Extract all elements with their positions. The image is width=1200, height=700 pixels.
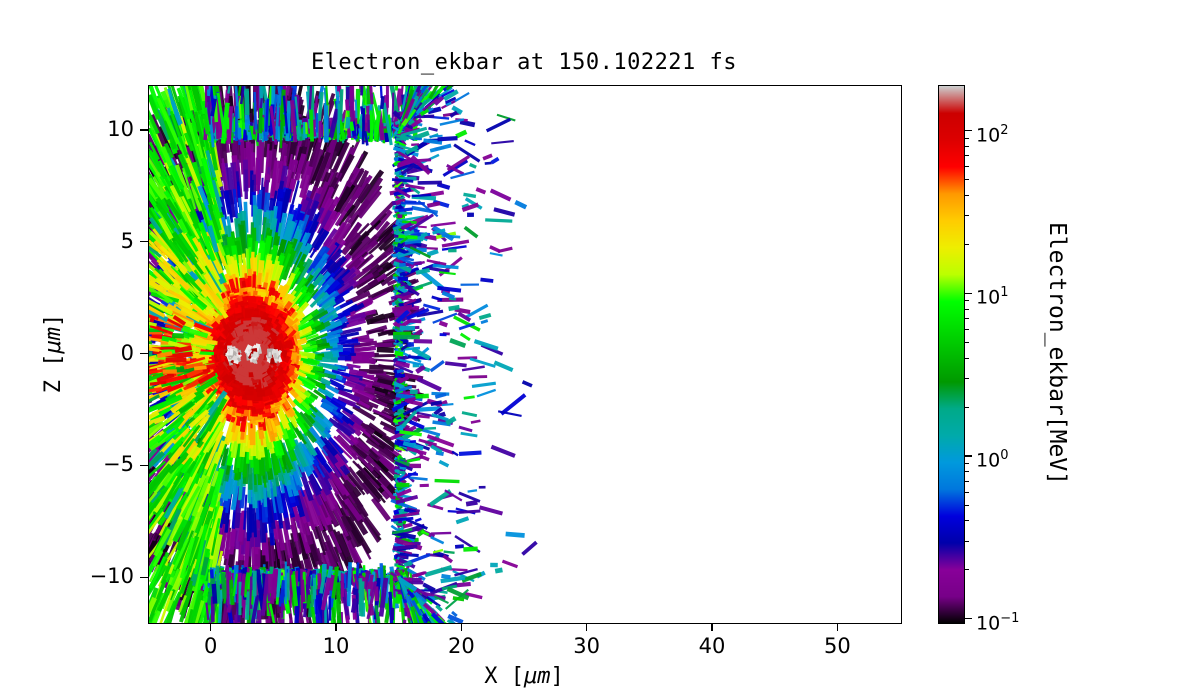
plot-area: [148, 85, 902, 624]
colorbar-minor-tick-mark: [964, 341, 969, 343]
colorbar-minor-tick-mark: [964, 155, 969, 157]
colorbar-tick-label: 101: [976, 280, 1009, 309]
colorbar-tick-exponent: 1: [1000, 285, 1009, 301]
colorbar-gradient-canvas: [939, 86, 964, 623]
x-axis-label: X [μm]: [148, 664, 900, 689]
colorbar-minor-tick-mark: [964, 377, 969, 379]
y-tick-label: 0: [120, 340, 134, 365]
colorbar-tick-mark: [964, 455, 972, 457]
colorbar-tick-mark: [964, 129, 972, 132]
x-tick-label: 20: [447, 634, 475, 658]
x-tick-mark: [585, 623, 588, 631]
colorbar-minor-tick-mark: [964, 357, 969, 359]
x-tick-mark: [335, 623, 337, 631]
colorbar-minor-tick-mark: [964, 540, 969, 542]
colorbar-minor-tick-mark: [964, 215, 969, 217]
colorbar-minor-tick-mark: [964, 480, 969, 482]
colorbar-tick-label: 102: [976, 118, 1009, 146]
y-tick-mark: [140, 464, 148, 467]
colorbar-minor-tick-mark: [964, 243, 969, 245]
colorbar-minor-tick-mark: [964, 317, 969, 319]
colorbar-tick-mark: [964, 617, 972, 620]
y-tick-label: 10: [107, 116, 134, 141]
colorbar-tick-base: 10: [976, 612, 1001, 635]
colorbar-minor-tick-mark: [964, 145, 969, 147]
x-axis-label-text: X [: [484, 664, 524, 689]
colorbar-minor-tick-mark: [964, 462, 969, 464]
x-tick-label: 50: [823, 634, 851, 658]
x-tick-mark: [460, 623, 463, 631]
colorbar: [938, 85, 965, 624]
colorbar-minor-tick-mark: [964, 166, 969, 168]
x-tick-label: 10: [322, 634, 350, 658]
colorbar-minor-tick-mark: [964, 300, 969, 302]
x-axis-unit: μm: [524, 664, 551, 689]
colorbar-tick-exponent: 2: [1000, 122, 1009, 138]
colorbar-tick-mark: [964, 292, 972, 295]
colorbar-minor-tick-mark: [964, 569, 969, 571]
colorbar-tick-exponent: 0: [1000, 448, 1009, 464]
y-tick-mark: [140, 576, 148, 578]
x-tick-label: 30: [573, 634, 601, 658]
colorbar-minor-tick-mark: [964, 406, 969, 408]
y-axis-label-text: ]: [41, 313, 66, 327]
colorbar-tick-base: 10: [976, 123, 1001, 146]
y-tick-label: −5: [103, 452, 134, 477]
colorbar-tick-label: 10−1: [976, 606, 1020, 635]
colorbar-tick-exponent: −1: [1000, 610, 1020, 626]
colorbar-minor-tick-mark: [964, 194, 969, 196]
x-tick-mark: [209, 623, 212, 631]
colorbar-minor-tick-mark: [964, 504, 969, 506]
colorbar-minor-tick-mark: [964, 491, 969, 493]
y-tick-mark: [140, 352, 148, 355]
x-tick-label: 0: [203, 634, 218, 658]
x-tick-mark: [836, 623, 839, 631]
colorbar-tick-base: 10: [976, 286, 1001, 309]
colorbar-minor-tick-mark: [964, 471, 969, 473]
colorbar-minor-tick-mark: [964, 308, 969, 310]
y-tick-label: −10: [89, 564, 134, 589]
y-tick-mark: [140, 129, 148, 131]
colorbar-tick-label: 100: [976, 443, 1009, 472]
x-tick-label: 40: [698, 634, 726, 658]
colorbar-minor-tick-mark: [964, 328, 969, 330]
colorbar-label: Electron_ekbar[MeV]: [1044, 221, 1070, 486]
y-tick-mark: [140, 240, 148, 243]
chart-title: Electron_ekbar at 150.102221 fs: [310, 50, 738, 75]
colorbar-minor-tick-mark: [964, 520, 969, 522]
x-axis-label-text: ]: [550, 664, 564, 689]
x-tick-mark: [711, 623, 713, 631]
particle-plot-canvas: [149, 86, 901, 623]
y-tick-label: 5: [120, 228, 134, 253]
colorbar-minor-tick-mark: [964, 179, 969, 181]
colorbar-minor-tick-mark: [964, 137, 969, 139]
colorbar-tick-base: 10: [976, 449, 1001, 472]
